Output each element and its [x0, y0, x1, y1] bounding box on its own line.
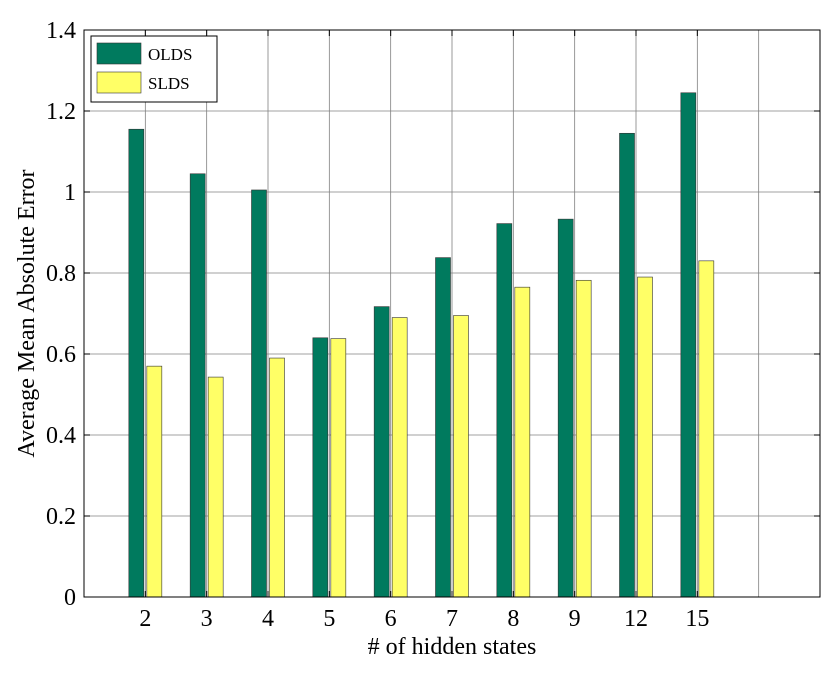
y-axis-label: Average Mean Absolute Error — [14, 169, 40, 457]
bar-olds — [312, 337, 329, 598]
bar-olds — [128, 128, 145, 598]
y-tick-label: 1.4 — [46, 18, 76, 44]
y-tick-label: 1 — [64, 180, 76, 206]
bar-slds — [391, 317, 408, 598]
x-tick-labels: 2 3 4 5 6 7 8 9 12 15 — [139, 606, 709, 632]
x-tick-label: 9 — [569, 606, 581, 632]
x-tick-label: 5 — [323, 606, 335, 632]
y-tick-label: 0.4 — [46, 423, 76, 449]
bar-olds — [189, 173, 206, 598]
x-tick-label: 7 — [446, 606, 458, 632]
axis-ticks — [84, 29, 820, 598]
y-tick-label: 1.2 — [46, 99, 76, 125]
bar-slds — [453, 315, 469, 598]
x-tick-label: 6 — [385, 606, 397, 632]
bar-olds — [619, 132, 635, 598]
bar-slds — [637, 276, 653, 598]
bar-olds — [435, 257, 451, 598]
bar-slds — [146, 365, 163, 598]
x-tick-label: 2 — [139, 606, 151, 632]
x-tick-label: 15 — [685, 606, 709, 632]
bar-olds — [496, 223, 513, 598]
legend: OLDS SLDS — [90, 35, 218, 103]
x-tick-label: 3 — [201, 606, 213, 632]
bar-slds — [330, 338, 347, 598]
legend-swatch-olds — [96, 42, 142, 65]
bar-olds — [680, 92, 697, 598]
y-tick-label: 0 — [64, 585, 76, 611]
legend-label-olds: OLDS — [148, 45, 192, 64]
bar-slds — [207, 376, 224, 598]
bar-slds — [514, 286, 531, 598]
x-tick-label: 4 — [262, 606, 274, 632]
legend-swatch-slds — [96, 71, 142, 94]
bar-olds — [373, 306, 390, 598]
grid-lines — [84, 30, 820, 597]
bar-slds — [698, 260, 715, 598]
bar-olds — [251, 189, 267, 598]
legend-label-slds: SLDS — [148, 74, 190, 93]
y-tick-label: 0.6 — [46, 342, 76, 368]
x-axis-label: # of hidden states — [368, 634, 537, 660]
bar-slds — [269, 357, 285, 598]
y-tick-label: 0.8 — [46, 261, 76, 287]
y-tick-labels: 0 0.2 0.4 0.6 0.8 1 1.2 1.4 — [46, 18, 76, 611]
x-tick-label: 12 — [624, 606, 648, 632]
bar-olds — [557, 218, 574, 598]
x-tick-label: 8 — [507, 606, 519, 632]
y-tick-label: 0.2 — [46, 504, 76, 530]
bar-slds — [575, 279, 592, 598]
